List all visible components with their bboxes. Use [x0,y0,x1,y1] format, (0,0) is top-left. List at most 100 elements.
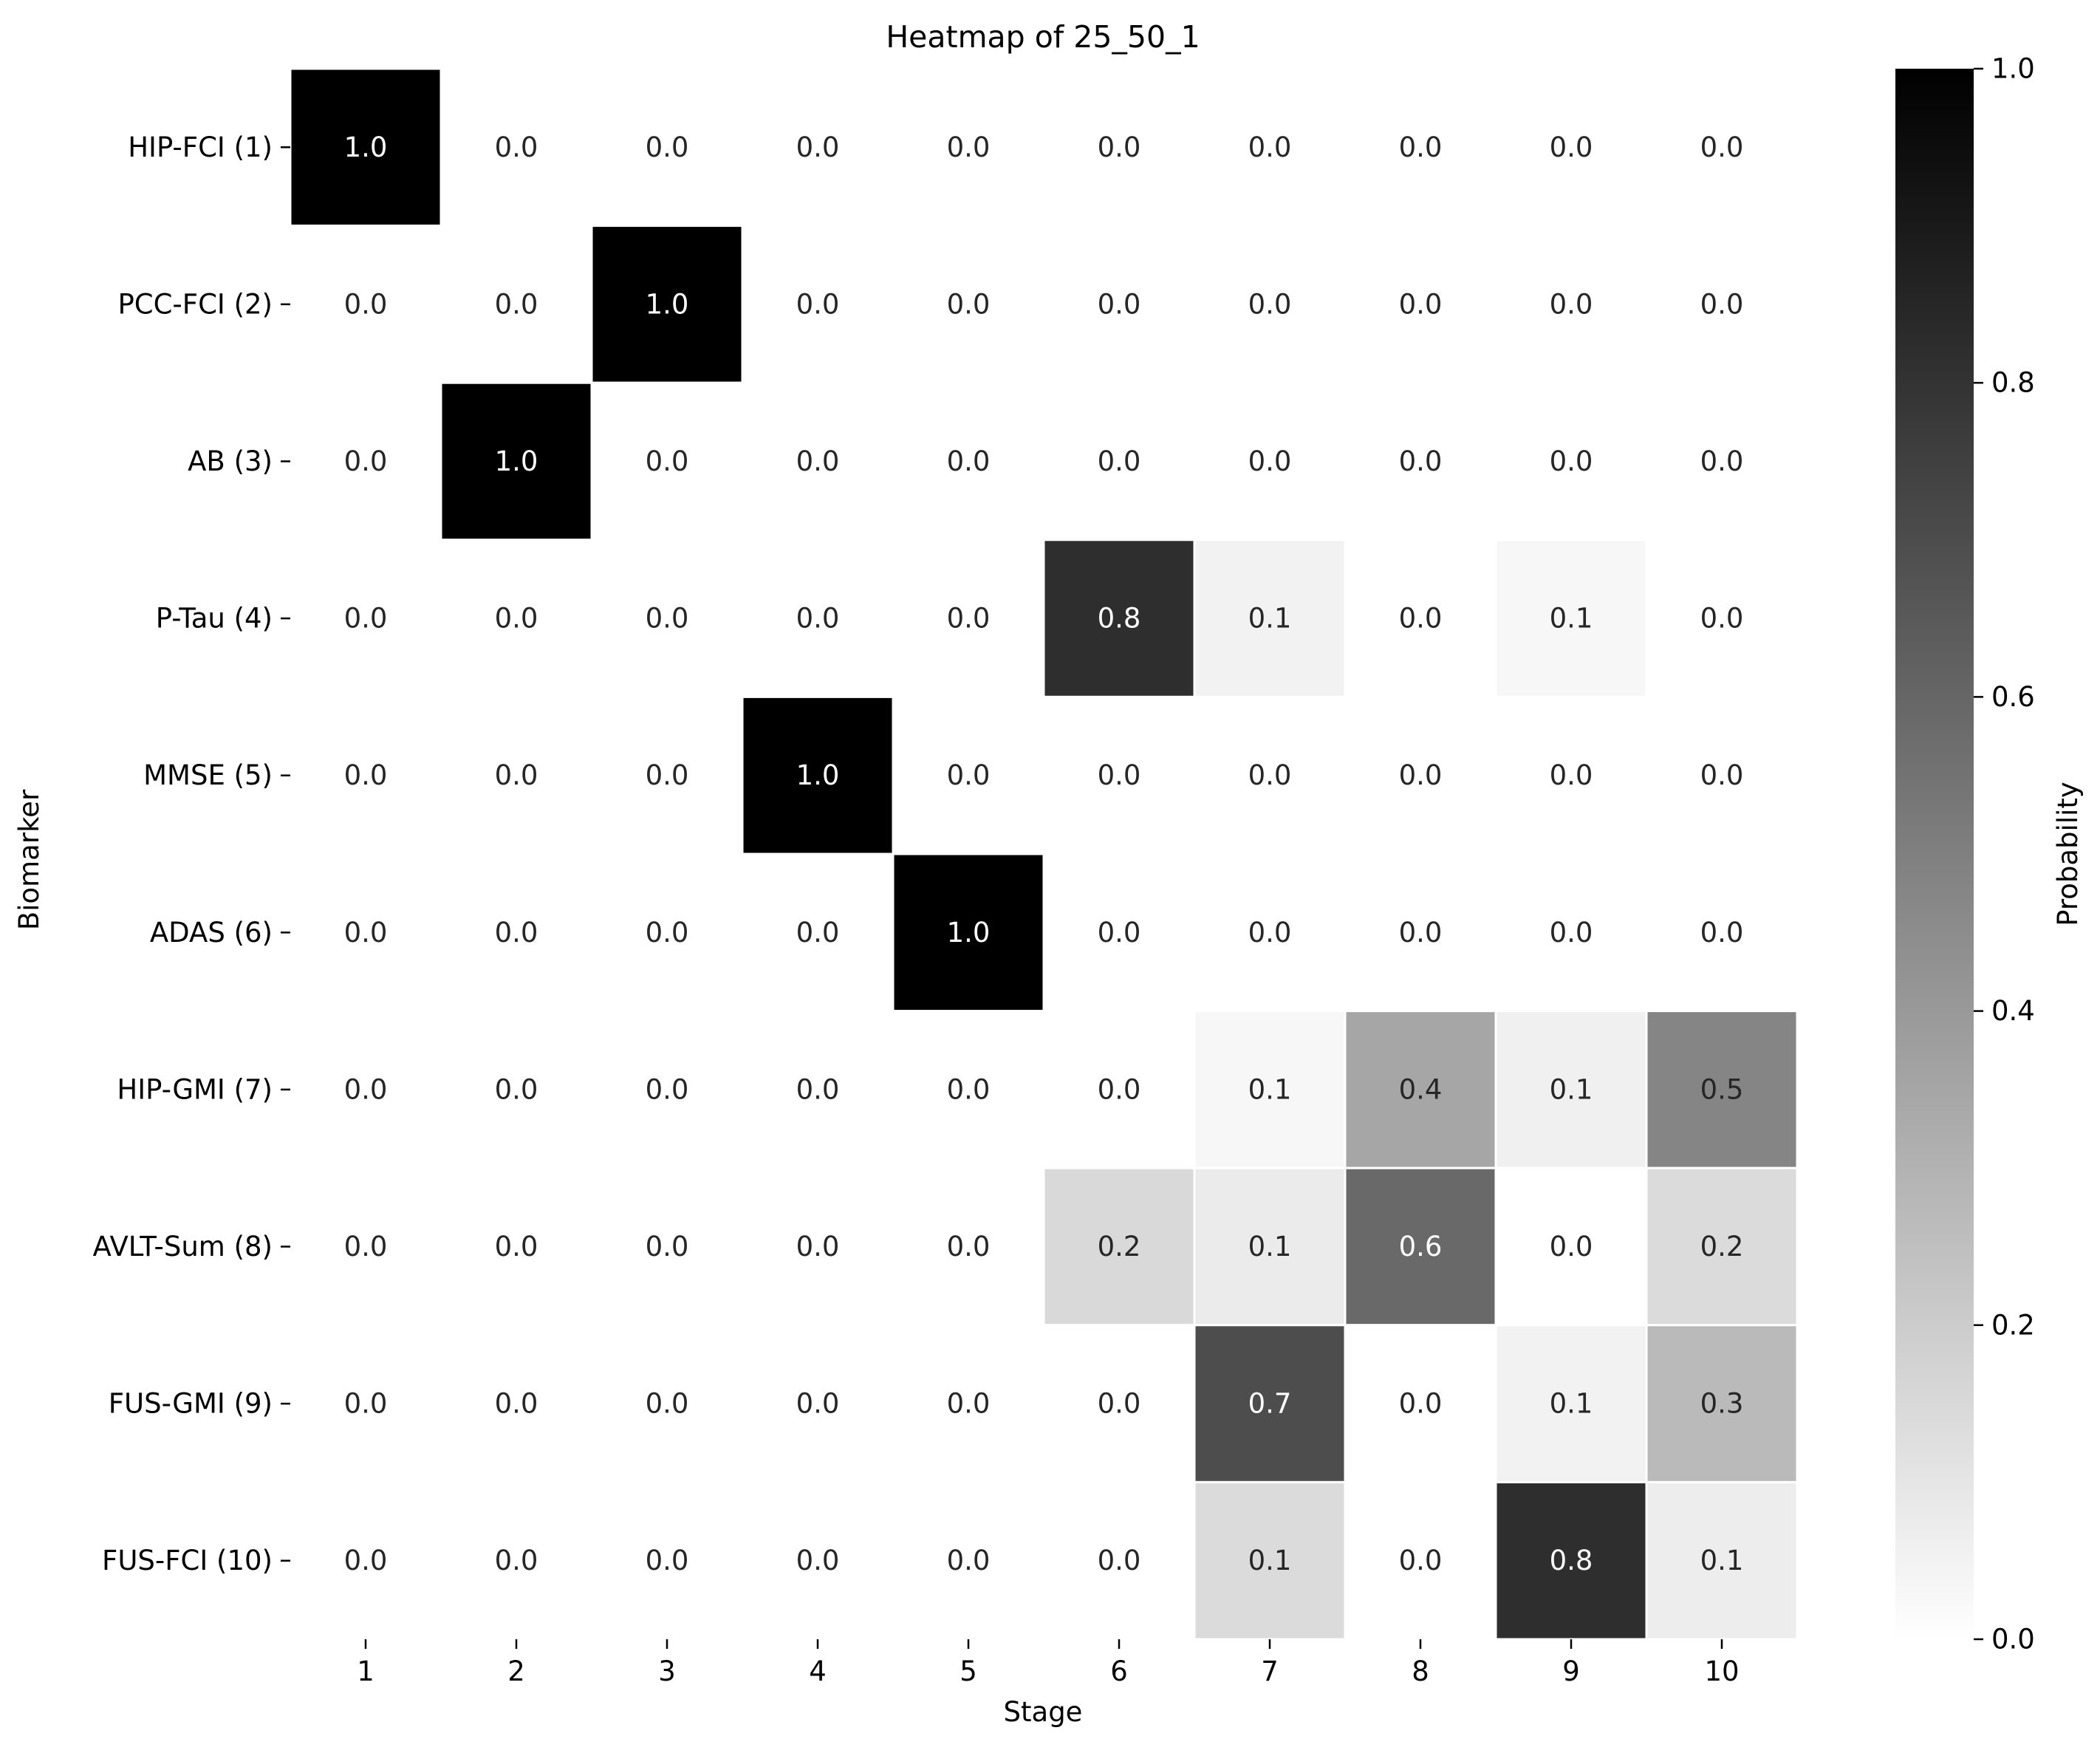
cell-value-label-r10-c3: 0.0 [646,1545,689,1576]
heatmap-cell-r8-c8 [1344,1166,1497,1327]
cell-value-label-r9-c6: 0.0 [1098,1388,1141,1420]
heatmap-cell-r6-c6 [1042,852,1196,1013]
y-tick-label-6: ADAS (6) [150,917,273,949]
cell-value-label-r7-c4: 0.0 [796,1073,840,1105]
cell-value-label-r7-c5: 0.0 [947,1073,991,1105]
cell-value-label-r4-c3: 0.0 [646,603,689,635]
heatmap-cell-r7-c6 [1042,1010,1196,1169]
colorbar-tick-label-1: 0.0 [1991,1624,2035,1655]
heatmap-cell-r2-c7 [1193,225,1347,384]
heatmap-cell-r7-c1 [289,1010,442,1169]
y-tick-label-3: AB (3) [188,445,273,477]
heatmap-cell-r3-c2 [440,381,593,541]
heatmap-cell-r7-c10 [1645,1010,1799,1169]
cell-value-label-r10-c4: 0.0 [796,1545,840,1576]
heatmap-cell-r10-c5 [892,1480,1045,1641]
cell-value-label-r7-c8: 0.4 [1399,1073,1443,1105]
x-tick-label-8: 8 [1412,1655,1429,1687]
x-axis-label: Stage [1004,1696,1083,1728]
heatmap-cell-labels: 1.0 0.0 0.0 0.0 0.0 0.0 0.0 0.0 0.0 0.0 0.0 0.0 1.0 0… [344,131,1744,1576]
cell-value-label-r3-c10: 0.0 [1700,445,1744,477]
heatmap-cell-r8-c2 [440,1166,593,1327]
y-tick-label-10: FUS-FCI (10) [102,1545,273,1576]
heatmap-cell-r4-c8 [1344,539,1497,698]
cell-value-label-r2-c2: 0.0 [495,288,538,320]
cell-value-label-r6-c3: 0.0 [646,917,689,949]
cell-value-label-r2-c9: 0.0 [1550,288,1593,320]
cell-value-label-r5-c2: 0.0 [495,759,538,791]
cell-value-label-r2-c3: 1.0 [646,288,689,320]
cell-value-label-r8-c1: 0.0 [344,1231,388,1262]
x-tick-label-4: 4 [809,1655,827,1687]
y-tick-label-2: PCC-FCI (2) [117,288,273,320]
cell-value-label-r3-c8: 0.0 [1399,445,1443,477]
heatmap-cell-r2-c6 [1042,225,1196,384]
cell-value-label-r3-c3: 0.0 [646,445,689,477]
heatmap-cell-r2-c2 [440,225,593,384]
cell-value-label-r1-c4: 0.0 [796,131,840,163]
x-tick-label-10: 10 [1704,1655,1739,1687]
cell-value-label-r1-c10: 0.0 [1700,131,1744,163]
colorbar: 0.0 0.2 0.4 0.6 0.8 1.0 Probability [1895,53,2084,1655]
cell-value-label-r2-c10: 0.0 [1700,288,1744,320]
cell-value-label-r8-c6: 0.2 [1098,1231,1141,1262]
heatmap-cell-r5-c2 [440,695,593,855]
cell-value-label-r5-c10: 0.0 [1700,759,1744,791]
cell-value-label-r6-c4: 0.0 [796,917,840,949]
heatmap-cell-r10-c8 [1344,1480,1497,1641]
cell-value-label-r5-c8: 0.0 [1399,759,1443,791]
cell-value-label-r8-c4: 0.0 [796,1231,840,1262]
cell-value-label-r3-c6: 0.0 [1098,445,1141,477]
cell-value-label-r7-c1: 0.0 [344,1073,388,1105]
cell-value-label-r2-c8: 0.0 [1399,288,1443,320]
cell-value-label-r4-c2: 0.0 [495,603,538,635]
heatmap-cell-r4-c1 [289,539,442,698]
cell-value-label-r4-c1: 0.0 [344,603,388,635]
heatmap-cell-r1-c8 [1344,67,1497,228]
heatmap-cell-r4-c6 [1042,539,1196,698]
cell-value-label-r8-c2: 0.0 [495,1231,538,1262]
cell-value-label-r9-c5: 0.0 [947,1388,991,1420]
heatmap-cell-r8-c9 [1494,1166,1648,1327]
cell-value-label-r3-c1: 0.0 [344,445,388,477]
heatmap-cell-r9-c8 [1344,1324,1497,1483]
cell-value-label-r9-c8: 0.0 [1399,1388,1443,1420]
heatmap-cell-r1-c10 [1645,67,1799,228]
heatmap-cell-r10-c9 [1494,1480,1648,1641]
cell-value-label-r10-c8: 0.0 [1399,1545,1443,1576]
heatmap-cell-r7-c8 [1344,1010,1497,1169]
heatmap-cell-r8-c3 [590,1166,744,1327]
heatmap-cell-r9-c4 [741,1324,895,1483]
heatmap-cell-r1-c6 [1042,67,1196,228]
heatmap-cell-r3-c3 [590,381,744,541]
cell-value-label-r1-c2: 0.0 [495,131,538,163]
heatmap-cell-r5-c7 [1193,695,1347,855]
cell-value-label-r10-c5: 0.0 [947,1545,991,1576]
cell-value-label-r3-c4: 0.0 [796,445,840,477]
heatmap-cell-r6-c1 [289,852,442,1013]
x-tick-label-5: 5 [960,1655,977,1687]
heatmap-cell-r4-c9 [1494,539,1648,698]
cell-value-label-r1-c6: 0.0 [1098,131,1141,163]
cell-value-label-r6-c7: 0.0 [1248,917,1292,949]
heatmap-cell-r10-c1 [289,1480,442,1641]
heatmap-cell-r10-c2 [440,1480,593,1641]
heatmap-cell-r4-c5 [892,539,1045,698]
cell-value-label-r4-c10: 0.0 [1700,603,1744,635]
y-axis-ticks: HIP-FCI (1) PCC-FCI (2) AB (3) P-Tau (4) MMS… [93,131,290,1576]
heatmap-cell-r3-c10 [1645,381,1799,541]
cell-value-label-r2-c5: 0.0 [947,288,991,320]
heatmap-cell-r10-c7 [1193,1480,1347,1641]
heatmap-cell-r5-c6 [1042,695,1196,855]
heatmap-cell-r3-c5 [892,381,1045,541]
x-tick-label-6: 6 [1110,1655,1128,1687]
heatmap-cell-r1-c3 [590,67,744,228]
heatmap-cell-r9-c7 [1193,1324,1347,1483]
chart-title: Heatmap of 25_50_1 [886,19,1200,55]
cell-value-label-r9-c1: 0.0 [344,1388,388,1420]
heatmap-cell-r8-c10 [1645,1166,1799,1327]
cell-value-label-r4-c6: 0.8 [1098,603,1141,635]
heatmap-cell-r8-c6 [1042,1166,1196,1327]
colorbar-tick-label-5: 0.8 [1991,367,2035,399]
